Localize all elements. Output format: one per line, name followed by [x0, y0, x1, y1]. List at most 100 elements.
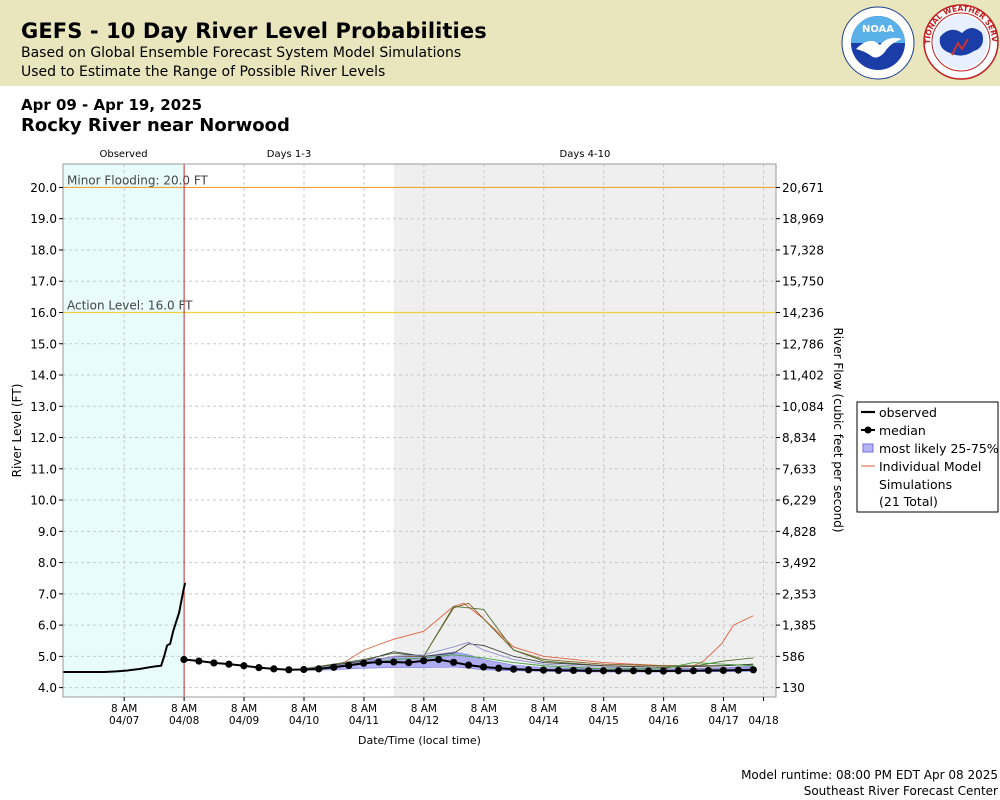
legend-observed-label: observed: [879, 405, 937, 420]
y-tick-label-5: 9.0: [38, 525, 57, 539]
x-tick-time-6: 8 AM: [471, 703, 497, 715]
y-tick-label-10: 14.0: [30, 369, 57, 383]
y2-tick-label-2: 1,385: [782, 619, 816, 633]
y2-tick-label-0: 130: [782, 681, 805, 695]
x-tick-date-9: 04/16: [648, 715, 679, 727]
median-point-34: [689, 667, 697, 675]
median-point-26: [569, 666, 578, 675]
x-tick-time-2: 8 AM: [231, 703, 257, 715]
x-tick-date-11: 04/18: [748, 715, 778, 727]
y-tick-label-12: 16.0: [30, 306, 57, 320]
median-point-13: [375, 658, 383, 666]
median-point-36: [719, 666, 727, 675]
x-axis-label: Date/Time (local time): [358, 734, 481, 747]
nws-logo: NATIONAL WEATHER SERVICE: [922, 3, 999, 80]
region-2: [393, 164, 776, 697]
median-point-11: [345, 661, 353, 670]
region-1: [184, 164, 394, 697]
y-tick-label-1: 5.0: [38, 650, 57, 664]
median-point-33: [674, 667, 683, 675]
x-tick-time-9: 8 AM: [650, 703, 676, 715]
y2-tick-label-9: 10,084: [782, 400, 824, 414]
page-title: GEFS - 10 Day River Level Probabilities: [21, 19, 487, 43]
median-point-18: [450, 658, 458, 666]
y2-tick-label-14: 17,328: [782, 243, 824, 257]
median-point-0: [180, 655, 188, 664]
median-point-20: [480, 663, 488, 671]
median-point-4: [240, 662, 248, 670]
median-point-16: [420, 657, 428, 665]
median-point-29: [614, 667, 623, 675]
river-level-chart: Observed Days 1-3 Days 4-10 Minor Flooding:…: [10, 149, 999, 747]
x-tick-date-5: 04/12: [409, 715, 439, 727]
x-tick-date-0: 04/07: [109, 715, 139, 727]
noaa-logo: NOAA: [841, 6, 915, 80]
median-point-31: [644, 667, 653, 675]
y-tick-label-13: 17.0: [30, 275, 57, 289]
y2-tick-label-11: 12,786: [782, 337, 824, 351]
y-tick-label-16: 20.0: [30, 181, 57, 195]
forecast-center: Southeast River Forecast Center: [803, 784, 998, 798]
y2-tick-label-1: 586: [782, 650, 805, 664]
date-range: Apr 09 - Apr 19, 2025: [21, 96, 203, 114]
y2-tick-label-10: 11,402: [782, 369, 824, 383]
x-tick-time-7: 8 AM: [531, 703, 557, 715]
median-point-17: [435, 655, 443, 664]
median-point-19: [465, 661, 473, 669]
median-point-2: [210, 659, 218, 667]
y2-tick-label-4: 3,492: [782, 556, 816, 570]
median-point-15: [405, 659, 413, 667]
median-point-38: [749, 666, 757, 674]
region-label-2: Days 4-10: [560, 149, 611, 160]
y-tick-label-8: 12.0: [30, 431, 57, 445]
x-tick-time-0: 8 AM: [111, 703, 137, 715]
y2-tick-label-8: 8,834: [782, 431, 816, 445]
y-tick-label-14: 18.0: [30, 243, 57, 257]
x-tick-date-4: 04/11: [349, 715, 379, 727]
median-point-30: [629, 667, 638, 675]
x-tick-date-10: 04/17: [708, 715, 738, 727]
legend-likely-label: most likely 25-75%: [879, 441, 999, 456]
median-point-6: [270, 665, 278, 673]
y2-axis-label: River Flow (cubic feet per second): [831, 327, 845, 532]
median-point-10: [330, 663, 338, 671]
x-tick-time-1: 8 AM: [171, 703, 197, 715]
simulation-line-3: [303, 643, 754, 670]
header-band: [0, 0, 1000, 86]
median-point-25: [554, 666, 563, 675]
median-point-27: [584, 667, 593, 675]
y-tick-label-9: 13.0: [30, 400, 57, 414]
y2-tick-label-7: 7,633: [782, 462, 816, 476]
median-point-12: [360, 659, 368, 667]
median-point-3: [225, 660, 233, 668]
y2-tick-label-15: 18,969: [782, 212, 824, 226]
median-point-5: [255, 664, 263, 672]
median-point-24: [539, 666, 548, 674]
simulation-line-0: [303, 602, 754, 670]
threshold-label-1: Action Level: 16.0 FT: [67, 298, 193, 312]
y-tick-label-11: 15.0: [30, 337, 57, 351]
median-point-22: [509, 665, 518, 673]
median-point-1: [195, 657, 203, 665]
median-point-35: [704, 666, 712, 675]
y2-tick-label-3: 2,353: [782, 587, 816, 601]
x-tick-time-4: 8 AM: [351, 703, 377, 715]
page-subtitle-1: Based on Global Ensemble Forecast System…: [21, 45, 462, 61]
x-tick-time-5: 8 AM: [411, 703, 437, 715]
y-tick-label-4: 8.0: [38, 556, 57, 570]
median-point-14: [390, 658, 398, 666]
median-point-32: [659, 667, 668, 675]
median-point-23: [524, 666, 533, 674]
x-tick-date-1: 04/08: [169, 715, 199, 727]
model-runtime: Model runtime: 08:00 PM EDT Apr 08 2025: [741, 768, 998, 782]
y-tick-label-15: 19.0: [30, 212, 57, 226]
y-tick-label-7: 11.0: [30, 462, 57, 476]
x-tick-time-3: 8 AM: [291, 703, 317, 715]
x-tick-date-3: 04/10: [289, 715, 319, 727]
y-axis-label: River Level (FT): [10, 384, 24, 478]
y2-tick-label-16: 20,671: [782, 181, 824, 195]
region-label-0: Observed: [99, 149, 147, 160]
median-point-9: [315, 665, 323, 673]
x-tick-time-8: 8 AM: [591, 703, 617, 715]
threshold-label-0: Minor Flooding: 20.0 FT: [67, 173, 209, 187]
